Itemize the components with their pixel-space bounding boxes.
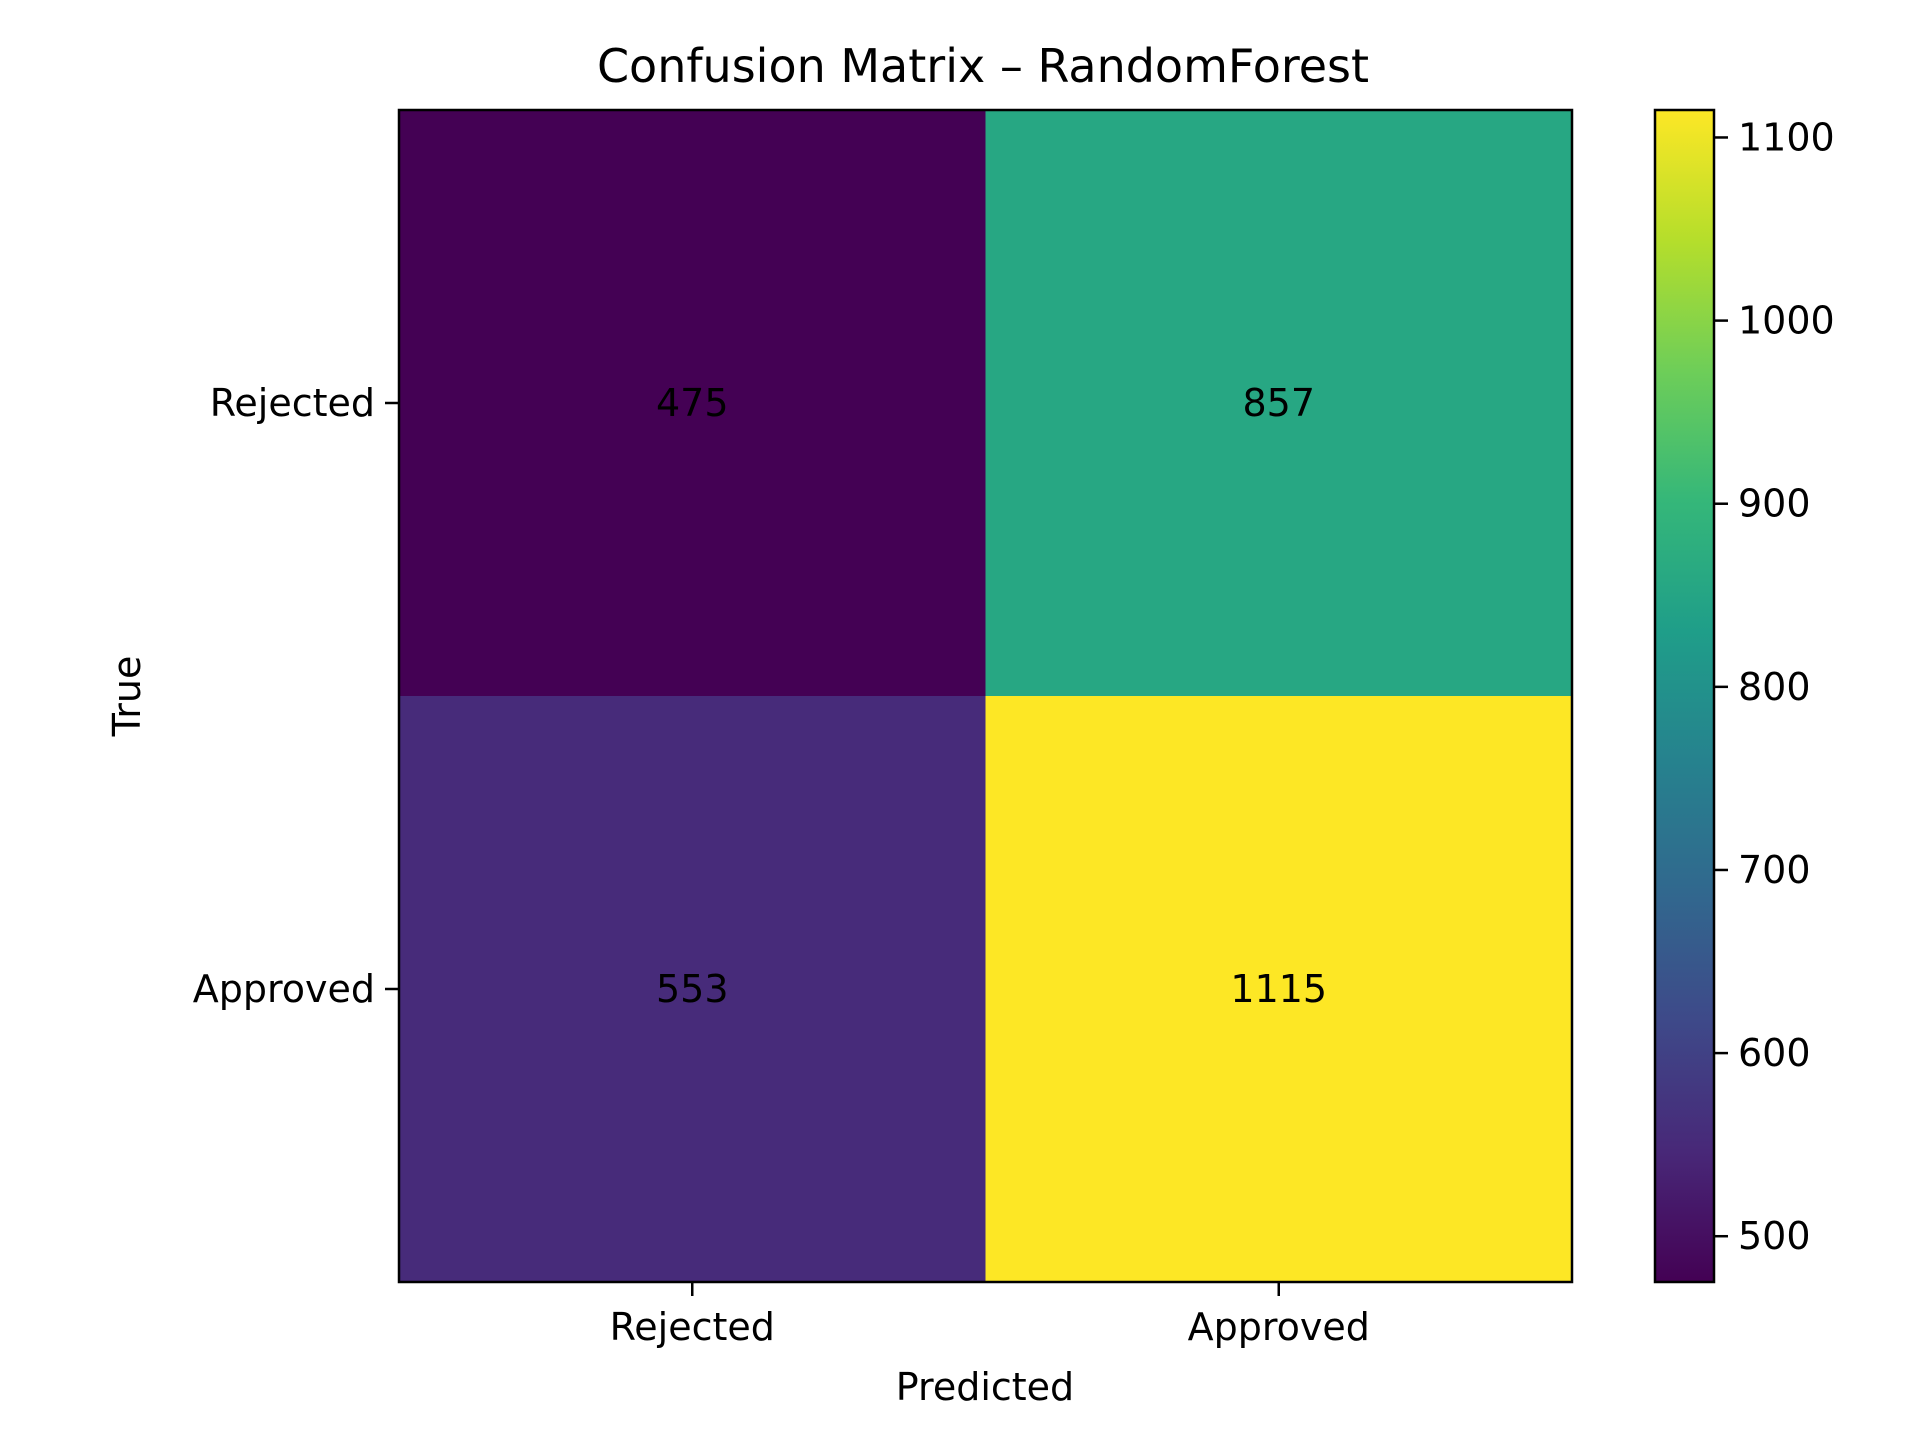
colorbar-tick-label: 700 [1738,848,1811,892]
colorbar-tick-label: 800 [1738,665,1811,709]
heatmap-cell-labels: 475 857 553 1115 [656,381,1327,1011]
heatmap-cell [399,110,986,697]
chart-title: Confusion Matrix – RandomForest [597,39,1369,93]
y-tick-label: Rejected [210,381,375,425]
heatmap-cell [399,696,986,1283]
plot-frame [397,108,1574,1284]
heatmap-cell [985,110,1573,697]
colorbar-tick-label: 1100 [1738,115,1835,159]
cell-value-label: 475 [656,381,729,425]
heatmap-cell [985,696,1573,1283]
colorbar-tick-label: 600 [1738,1031,1811,1075]
y-axis-ticks: Rejected Approved [193,381,399,1011]
x-axis-ticks: Rejected Approved [610,1282,1370,1349]
colorbar-tick-label: 900 [1738,482,1811,526]
cell-value-label: 553 [656,967,729,1011]
cell-value-label: 1115 [1230,967,1327,1011]
cell-value-label: 857 [1242,381,1315,425]
x-tick-label: Rejected [610,1305,775,1349]
heatmap-cells [399,110,1573,1283]
colorbar [1653,108,1716,1284]
colorbar-ticks: 500 600 700 800 900 1000 1100 [1714,115,1835,1258]
colorbar-tick-label: 500 [1738,1214,1811,1258]
y-tick-label: Approved [193,967,375,1011]
x-tick-label: Approved [1188,1305,1370,1349]
x-axis-label: Predicted [896,1365,1074,1409]
colorbar-tick-label: 1000 [1738,299,1835,343]
y-axis-label: True [105,656,149,738]
